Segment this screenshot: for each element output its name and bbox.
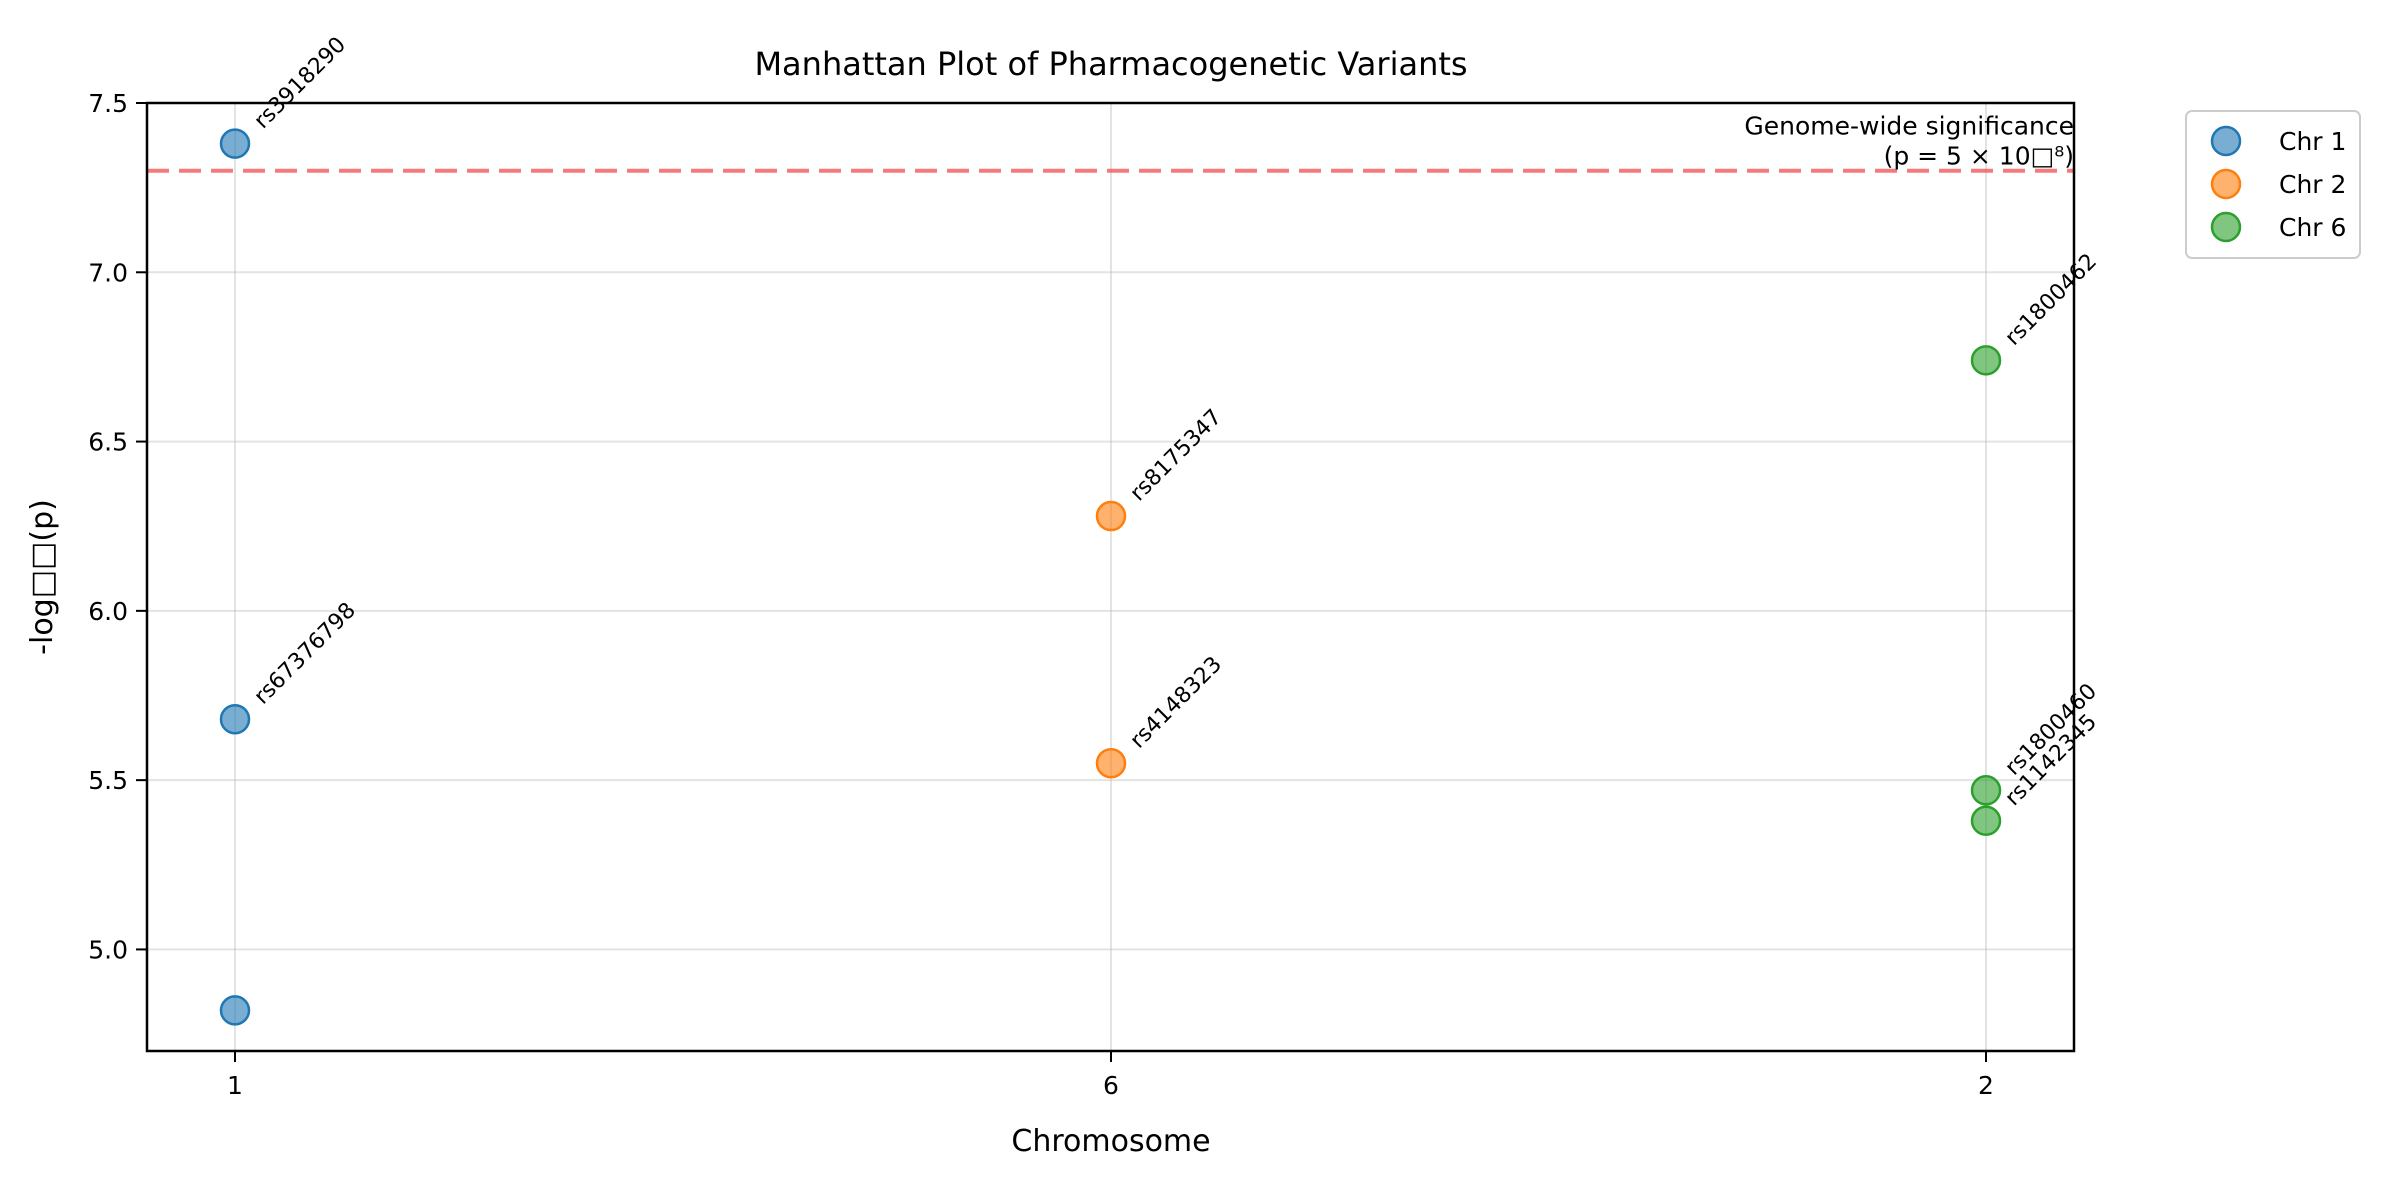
legend-label: Chr 2 xyxy=(2279,170,2346,199)
x-axis-label: Chromosome xyxy=(1011,1124,1210,1159)
chart-title: Manhattan Plot of Pharmacogenetic Varian… xyxy=(754,45,1467,83)
x-tick-label: 6 xyxy=(1103,1071,1119,1100)
threshold-label-line1: Genome-wide significance xyxy=(1744,112,2074,141)
legend-marker xyxy=(2210,168,2242,200)
legend-label: Chr 1 xyxy=(2279,127,2346,156)
y-tick-label: 6.0 xyxy=(88,597,128,626)
data-points xyxy=(219,128,2002,1026)
y-tick-label: 7.0 xyxy=(88,258,128,287)
significance-threshold: Genome-wide significance(p = 5 × 10□⁸) xyxy=(147,112,2074,173)
legend-marker xyxy=(2210,211,2242,243)
y-axis-label: -log□□(p) xyxy=(25,499,60,655)
data-point xyxy=(1970,775,2002,806)
data-point xyxy=(219,128,251,159)
y-tick-label: 7.5 xyxy=(88,89,128,118)
axis-ticks: 5.0 5.5 6.0 6.5 7.0 7.5 1 6 2 xyxy=(88,89,1994,1100)
data-point xyxy=(219,703,251,735)
data-point xyxy=(1095,747,1127,779)
data-point xyxy=(1970,805,2002,837)
data-point xyxy=(219,995,251,1026)
legend: Chr 1 Chr 2 Chr 6 xyxy=(2185,110,2361,259)
threshold-label-line2: (p = 5 × 10□⁸) xyxy=(1884,142,2074,171)
x-tick-label: 1 xyxy=(227,1071,243,1100)
y-tick-label: 5.5 xyxy=(88,766,128,795)
legend-marker xyxy=(2210,125,2242,157)
y-tick-label: 6.5 xyxy=(88,428,128,457)
data-point xyxy=(1095,500,1127,532)
data-point xyxy=(1970,345,2002,376)
x-tick-label: 2 xyxy=(1978,1071,1994,1100)
legend-label: Chr 6 xyxy=(2279,213,2346,242)
y-tick-label: 5.0 xyxy=(88,935,128,964)
